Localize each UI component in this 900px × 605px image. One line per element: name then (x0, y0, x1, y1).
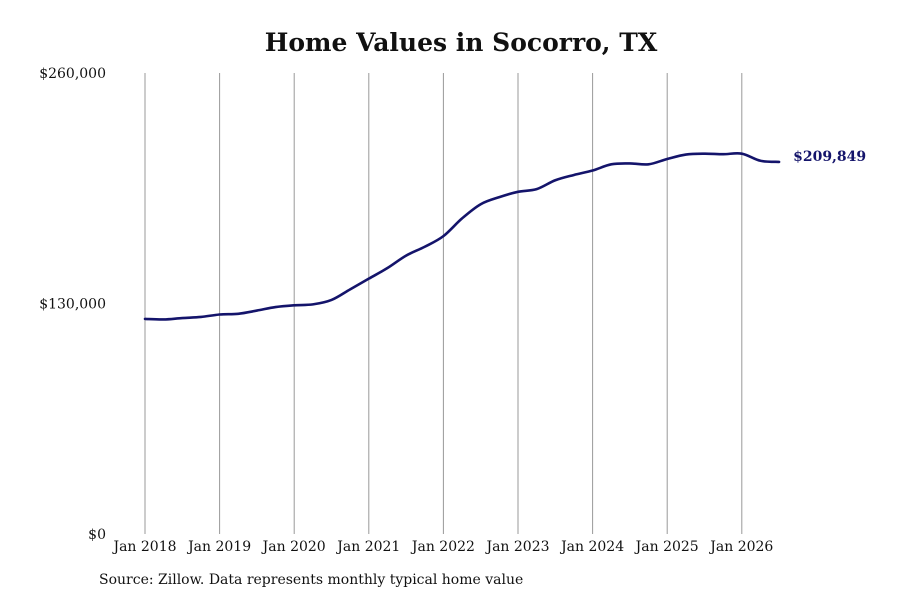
y-tick-label: $0 (88, 527, 106, 543)
y-axis: $0 $130,000 $260,000 (39, 66, 106, 543)
x-tick-label: Jan 2024 (559, 539, 624, 555)
x-tick-label: Jan 2021 (335, 539, 400, 555)
x-tick-label: Jan 2025 (634, 539, 699, 555)
x-tick-label: Jan 2020 (261, 539, 326, 555)
grid-lines (144, 73, 743, 534)
x-tick-label: Jan 2018 (111, 539, 176, 555)
x-tick-label: Jan 2022 (410, 539, 475, 555)
x-tick-label: Jan 2026 (708, 539, 773, 555)
chart-title: Home Values in Socorro, TX (265, 28, 658, 57)
x-tick-label: Jan 2023 (484, 539, 549, 555)
source-note: Source: Zillow. Data represents monthly … (99, 572, 524, 588)
series-line (143, 151, 781, 321)
y-tick-label: $260,000 (39, 66, 106, 82)
end-value-label: $209,849 (793, 149, 866, 165)
x-tick-label: Jan 2019 (186, 539, 251, 555)
x-axis: Jan 2018 Jan 2019 Jan 2020 Jan 2021 Jan 2022… (111, 539, 773, 555)
series-group (143, 151, 781, 321)
y-tick-label: $130,000 (39, 297, 106, 313)
